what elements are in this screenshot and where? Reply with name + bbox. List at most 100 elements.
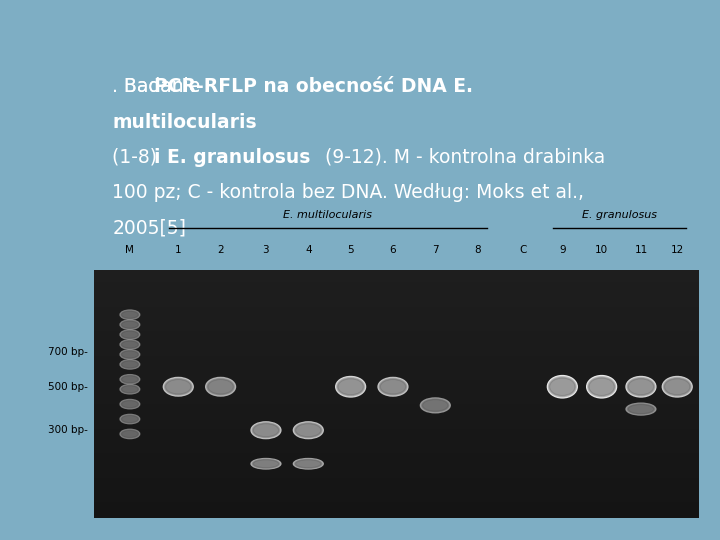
Ellipse shape — [253, 460, 279, 468]
Ellipse shape — [120, 310, 140, 319]
Ellipse shape — [549, 378, 575, 396]
Ellipse shape — [627, 404, 655, 415]
Text: 300 bp-: 300 bp- — [48, 425, 88, 435]
Text: multilocularis: multilocularis — [112, 113, 257, 132]
Ellipse shape — [121, 400, 139, 408]
Ellipse shape — [380, 379, 406, 394]
Ellipse shape — [420, 398, 450, 413]
Ellipse shape — [379, 379, 407, 395]
Ellipse shape — [252, 423, 280, 438]
Ellipse shape — [121, 415, 139, 423]
Text: (9-12). M - kontrolna drabinka: (9-12). M - kontrolna drabinka — [319, 148, 605, 167]
Ellipse shape — [122, 311, 138, 319]
Text: . Badanie: . Badanie — [112, 77, 207, 96]
Ellipse shape — [251, 422, 281, 438]
Ellipse shape — [122, 430, 138, 437]
Ellipse shape — [294, 459, 323, 468]
Ellipse shape — [120, 360, 140, 369]
Ellipse shape — [588, 377, 616, 397]
Ellipse shape — [120, 340, 140, 349]
Ellipse shape — [121, 320, 139, 329]
Ellipse shape — [252, 459, 280, 468]
Text: 5: 5 — [347, 245, 354, 255]
Text: M: M — [125, 245, 135, 255]
Ellipse shape — [293, 422, 323, 438]
Ellipse shape — [338, 379, 364, 395]
Text: C: C — [519, 245, 527, 255]
Ellipse shape — [207, 379, 235, 395]
Text: 6: 6 — [390, 245, 396, 255]
Text: 7: 7 — [432, 245, 438, 255]
Text: 8: 8 — [474, 245, 481, 255]
Ellipse shape — [628, 379, 654, 395]
Ellipse shape — [626, 376, 656, 397]
Ellipse shape — [121, 310, 139, 319]
Ellipse shape — [120, 384, 140, 394]
Ellipse shape — [166, 379, 191, 394]
Ellipse shape — [120, 429, 140, 438]
Text: (1-8): (1-8) — [112, 148, 163, 167]
Ellipse shape — [121, 375, 139, 383]
Ellipse shape — [337, 377, 364, 396]
Ellipse shape — [122, 341, 138, 348]
Text: 2005[5]: 2005[5] — [112, 219, 186, 238]
Ellipse shape — [122, 331, 138, 338]
Text: E. multilocularis: E. multilocularis — [284, 210, 372, 220]
Ellipse shape — [421, 399, 449, 412]
Text: 12: 12 — [670, 245, 684, 255]
Ellipse shape — [122, 361, 138, 368]
Text: 700 bp-: 700 bp- — [48, 347, 88, 357]
Ellipse shape — [120, 414, 140, 424]
Ellipse shape — [665, 379, 690, 395]
Ellipse shape — [587, 376, 616, 398]
Text: 10: 10 — [595, 245, 608, 255]
Ellipse shape — [120, 320, 140, 329]
Ellipse shape — [253, 423, 279, 437]
Text: 1: 1 — [175, 245, 181, 255]
Text: 500 bp-: 500 bp- — [48, 382, 88, 392]
Ellipse shape — [294, 423, 323, 438]
Ellipse shape — [206, 377, 235, 396]
Ellipse shape — [251, 458, 281, 469]
Ellipse shape — [122, 415, 138, 423]
Ellipse shape — [122, 321, 138, 328]
Ellipse shape — [628, 404, 654, 414]
Ellipse shape — [295, 423, 321, 437]
Ellipse shape — [121, 385, 139, 394]
Ellipse shape — [626, 403, 656, 415]
Text: 3: 3 — [263, 245, 269, 255]
Ellipse shape — [122, 386, 138, 393]
Ellipse shape — [121, 350, 139, 359]
Ellipse shape — [120, 375, 140, 384]
Ellipse shape — [120, 400, 140, 409]
Ellipse shape — [163, 377, 193, 396]
Ellipse shape — [121, 340, 139, 349]
Text: 100 pz; C - kontrola bez DNA. Według: Moks et al.,: 100 pz; C - kontrola bez DNA. Według: Mo… — [112, 183, 585, 202]
Ellipse shape — [662, 376, 692, 397]
Ellipse shape — [120, 350, 140, 359]
Text: 2: 2 — [217, 245, 224, 255]
Ellipse shape — [295, 460, 321, 468]
Ellipse shape — [208, 379, 233, 394]
Ellipse shape — [164, 379, 192, 395]
Ellipse shape — [122, 351, 138, 358]
Text: 9: 9 — [559, 245, 566, 255]
Text: 4: 4 — [305, 245, 312, 255]
Ellipse shape — [122, 401, 138, 408]
Ellipse shape — [589, 378, 614, 396]
Ellipse shape — [547, 376, 577, 398]
Ellipse shape — [336, 376, 366, 397]
Text: 11: 11 — [634, 245, 647, 255]
Ellipse shape — [121, 430, 139, 438]
Ellipse shape — [627, 377, 655, 396]
Ellipse shape — [663, 377, 691, 396]
Ellipse shape — [378, 377, 408, 396]
Ellipse shape — [120, 330, 140, 339]
Text: PCR-RFLP na obecność DNA E.: PCR-RFLP na obecność DNA E. — [154, 77, 473, 96]
Ellipse shape — [122, 376, 138, 383]
Text: . Badanie: . Badanie — [112, 77, 207, 96]
Ellipse shape — [549, 377, 576, 397]
Text: i E. granulosus: i E. granulosus — [154, 148, 310, 167]
Ellipse shape — [293, 458, 323, 469]
Ellipse shape — [121, 360, 139, 369]
